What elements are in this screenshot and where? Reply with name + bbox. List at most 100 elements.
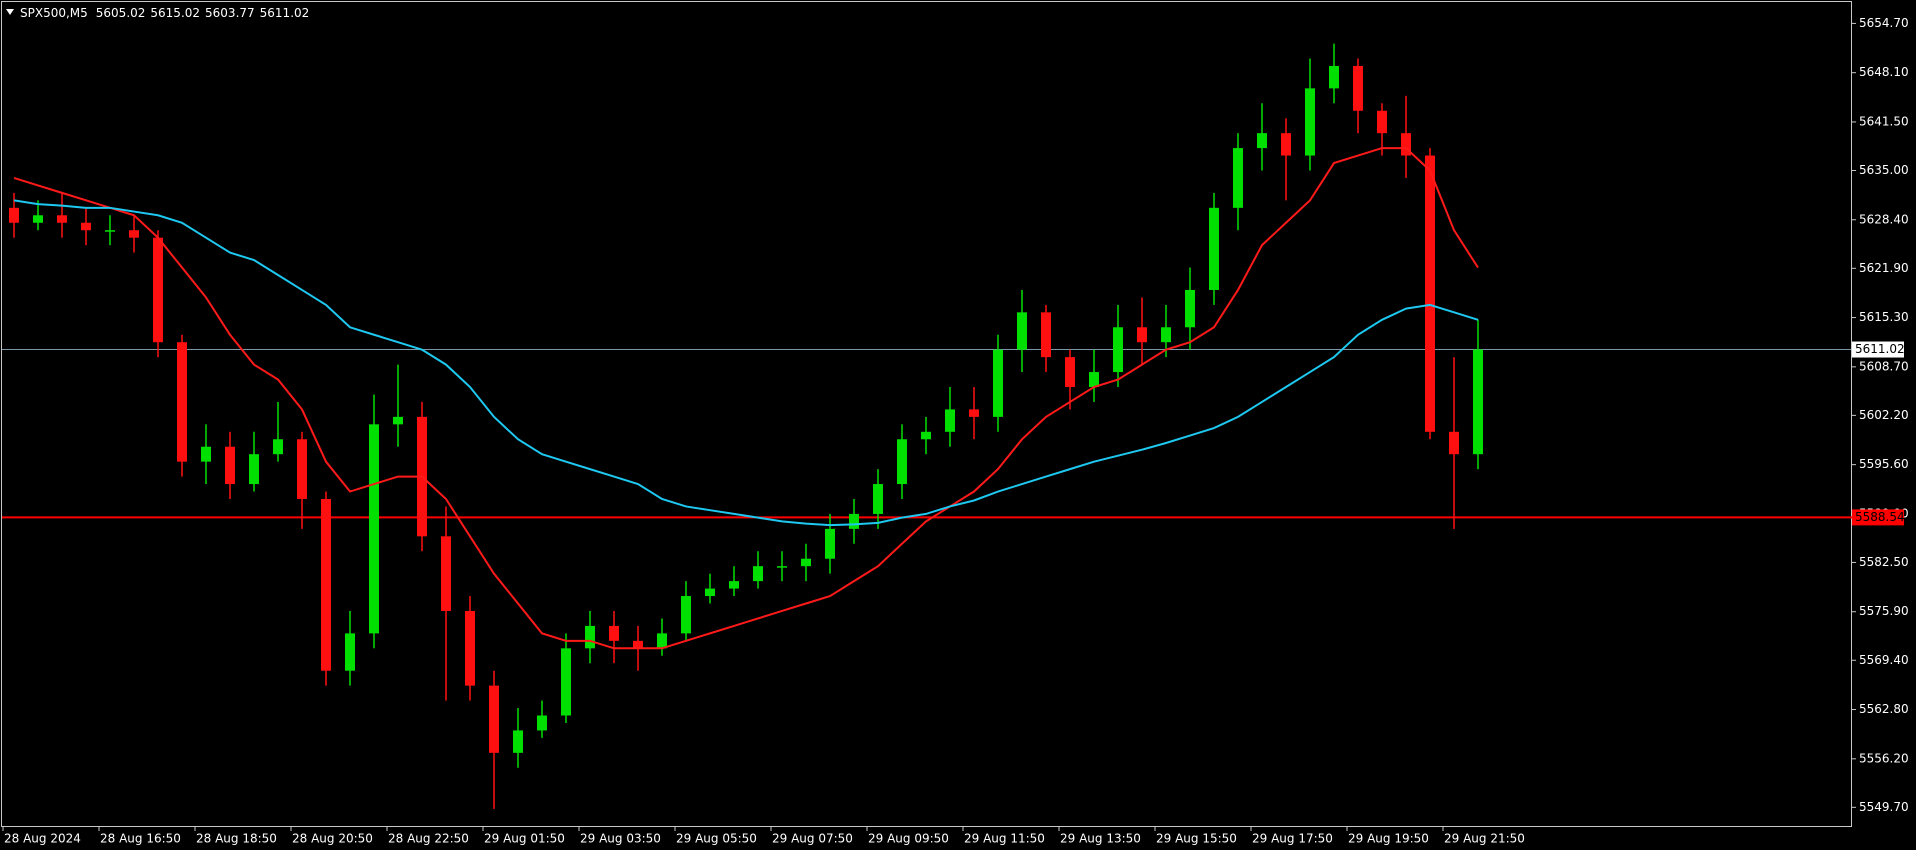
candle-body	[1449, 431, 1459, 455]
current-price-label: 5611.02	[1855, 342, 1905, 356]
candle-body	[1017, 312, 1027, 350]
symbol: SPX500,M5	[20, 6, 88, 20]
candle-body	[945, 409, 955, 432]
ohlc-close: 5611.02	[260, 6, 310, 20]
candle-body	[1257, 133, 1267, 149]
x-tick-label: 29 Aug 01:50	[484, 832, 565, 846]
y-tick-label: 5556.20	[1859, 751, 1909, 765]
x-tick-label: 29 Aug 09:50	[868, 832, 949, 846]
candle-body	[561, 648, 571, 716]
candle-body	[1137, 327, 1147, 343]
candle-body	[897, 439, 907, 485]
candle-body	[1401, 133, 1411, 156]
ohlc-low: 5603.77	[205, 6, 255, 20]
candle-body	[993, 349, 1003, 417]
candle-body	[1329, 65, 1339, 89]
y-tick-label: 5575.90	[1859, 604, 1909, 618]
candle-body	[1473, 349, 1483, 455]
y-tick-label: 5562.80	[1859, 702, 1909, 716]
moving-average-line	[13, 199, 1479, 527]
y-tick-label: 5621.90	[1859, 261, 1909, 275]
y-tick-label: 5569.40	[1859, 653, 1909, 667]
x-tick-label: 29 Aug 21:50	[1444, 832, 1525, 846]
candle-body	[153, 237, 163, 343]
candle-body	[33, 215, 43, 223]
ohlc-open: 5605.02	[96, 6, 146, 20]
candle-body	[1425, 155, 1435, 432]
x-tick-label: 29 Aug 17:50	[1252, 832, 1333, 846]
candle-body	[753, 566, 763, 582]
current-price-box	[1852, 341, 1904, 358]
candle-body	[681, 596, 691, 634]
candle-body	[177, 342, 187, 462]
candle-body	[1113, 327, 1123, 373]
y-tick-label: 5635.00	[1859, 163, 1909, 177]
chart-header: SPX500,M5 5605.02 5615.02 5603.77 5611.02	[20, 6, 309, 20]
candle-body	[777, 566, 787, 568]
candle-body	[297, 439, 307, 499]
candle-body	[273, 439, 283, 455]
candle-body	[345, 633, 355, 671]
candle-body	[633, 640, 643, 649]
candle-body	[1161, 327, 1171, 343]
x-tick-label: 29 Aug 03:50	[580, 832, 661, 846]
candle-body	[657, 633, 667, 649]
candle-body	[129, 230, 139, 238]
candle-body	[969, 409, 979, 417]
plot-frame	[1, 1, 1852, 827]
candle-body	[105, 230, 115, 232]
candle-body	[921, 431, 931, 440]
x-tick-label: 29 Aug 05:50	[676, 832, 757, 846]
ohlc-high: 5615.02	[150, 6, 200, 20]
y-tick-label: 5608.70	[1859, 359, 1909, 373]
x-tick-label: 28 Aug 2024	[4, 832, 81, 846]
candle-body	[9, 207, 19, 223]
candle-body	[1377, 110, 1387, 134]
candle-body	[705, 588, 715, 597]
y-tick-label: 5595.60	[1859, 457, 1909, 471]
moving-average-line	[13, 147, 1479, 650]
candle-body	[393, 416, 403, 425]
candle-body	[1041, 312, 1051, 358]
alert-level-label: 5588.54	[1855, 510, 1905, 524]
candle-body	[585, 625, 595, 649]
candle-body	[465, 610, 475, 686]
candle-body	[513, 730, 523, 753]
x-tick-label: 29 Aug 15:50	[1156, 832, 1237, 846]
candle-body	[849, 513, 859, 529]
menu-triangle	[6, 9, 14, 15]
candle-body	[1281, 133, 1291, 156]
candle-body	[873, 484, 883, 514]
candle-body	[1089, 372, 1099, 388]
y-tick-label: 5648.10	[1859, 65, 1909, 79]
x-tick-label: 28 Aug 22:50	[388, 832, 469, 846]
x-tick-label: 28 Aug 18:50	[196, 832, 277, 846]
candle-body	[1185, 289, 1195, 328]
x-tick-label: 28 Aug 20:50	[292, 832, 373, 846]
y-tick-label: 5641.50	[1859, 114, 1909, 128]
candle-body	[489, 685, 499, 753]
candle-body	[225, 446, 235, 485]
candle-body	[1209, 207, 1219, 290]
candle-body	[321, 498, 331, 671]
x-tick-label: 28 Aug 16:50	[100, 832, 181, 846]
x-tick-label: 29 Aug 13:50	[1060, 832, 1141, 846]
candle-body	[441, 536, 451, 611]
candle-body	[801, 558, 811, 567]
x-tick-label: 29 Aug 11:50	[964, 832, 1045, 846]
candle-body	[57, 215, 67, 223]
candle-body	[1305, 88, 1315, 156]
candle-body	[1065, 357, 1075, 388]
candle-body	[537, 715, 547, 731]
candle-body	[825, 528, 835, 559]
candle-body	[369, 424, 379, 634]
y-tick-label: 5615.30	[1859, 310, 1909, 324]
candle-body	[609, 625, 619, 641]
y-tick-label: 5582.50	[1859, 555, 1909, 569]
y-tick-label: 5602.20	[1859, 408, 1909, 422]
candle-body	[201, 446, 211, 462]
y-tick-label: 5628.40	[1859, 212, 1909, 226]
y-tick-label: 5654.70	[1859, 16, 1909, 30]
